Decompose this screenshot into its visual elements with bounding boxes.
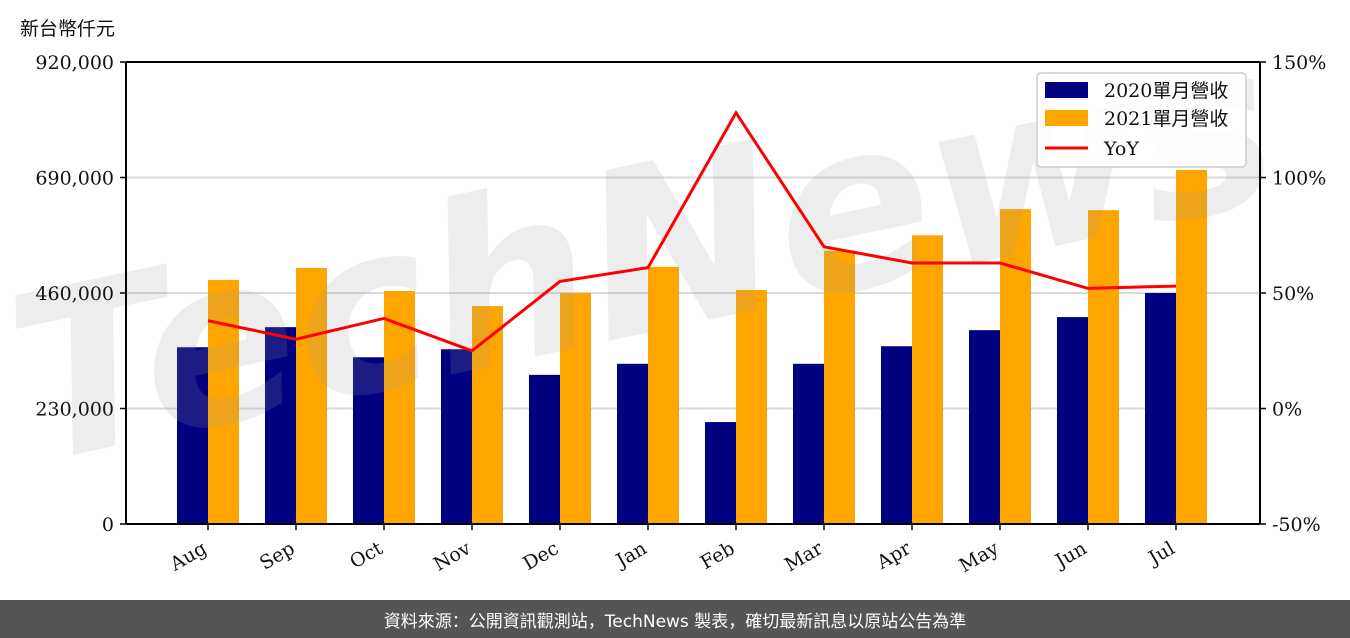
y2-tick-label: 0% bbox=[1272, 399, 1302, 421]
bar-2020 bbox=[793, 363, 824, 524]
footer-source-bar: 資料來源：公開資訊觀測站，TechNews 製表，確切最新訊息以原站公告為準 bbox=[0, 600, 1350, 638]
bar-2021 bbox=[736, 289, 767, 524]
y-tick-label: 230,000 bbox=[35, 399, 114, 421]
bar-2020 bbox=[617, 363, 648, 524]
bar-2020 bbox=[529, 374, 560, 524]
revenue-chart: TechNews0230,000460,000690,000920,000-50… bbox=[0, 0, 1326, 577]
y-tick-label: 690,000 bbox=[35, 168, 114, 190]
bar-2021 bbox=[1088, 210, 1119, 525]
bar-2021 bbox=[560, 293, 591, 524]
y-tick-label: 0 bbox=[102, 514, 114, 536]
x-tick-label: May bbox=[956, 537, 1003, 577]
y-axis-unit-label: 新台幣仟元 bbox=[20, 18, 116, 40]
x-tick-label: Nov bbox=[430, 537, 475, 576]
bar-2020 bbox=[177, 347, 208, 524]
legend-label: 2020單月營收 bbox=[1104, 80, 1228, 102]
y2-tick-label: 150% bbox=[1272, 52, 1326, 74]
bar-2020 bbox=[353, 357, 384, 524]
y-tick-label: 460,000 bbox=[35, 283, 114, 305]
x-tick-label: Mar bbox=[781, 537, 827, 576]
bar-2020 bbox=[881, 346, 912, 524]
bar-2021 bbox=[384, 290, 415, 524]
bar-2020 bbox=[1057, 317, 1088, 524]
x-tick-label: Jan bbox=[611, 537, 651, 573]
yoy-line bbox=[207, 109, 1177, 353]
bar-2020 bbox=[441, 349, 472, 524]
bar-2021 bbox=[648, 266, 679, 524]
x-tick-label: Feb bbox=[697, 537, 739, 574]
legend-label: 2021單月營收 bbox=[1104, 108, 1228, 130]
legend-swatch bbox=[1045, 110, 1088, 126]
y2-tick-label: 50% bbox=[1272, 283, 1314, 305]
x-tick-label: Sep bbox=[256, 537, 299, 574]
x-tick-label: Oct bbox=[346, 537, 387, 573]
bar-2021 bbox=[1000, 209, 1031, 524]
legend-label: YoY bbox=[1103, 138, 1139, 160]
x-tick-label: Jun bbox=[1050, 537, 1091, 573]
x-tick-label: Dec bbox=[519, 537, 562, 575]
x-tick-label: Jul bbox=[1143, 537, 1178, 570]
bar-2021 bbox=[296, 267, 327, 524]
bar-2020 bbox=[1145, 293, 1176, 524]
y2-tick-label: 100% bbox=[1272, 168, 1326, 190]
bar-2021 bbox=[912, 235, 943, 524]
bar-2021 bbox=[472, 306, 503, 524]
bar-2021 bbox=[1176, 169, 1207, 524]
x-tick-label: Apr bbox=[872, 537, 915, 574]
y-tick-label: 920,000 bbox=[35, 52, 114, 74]
bar-2020 bbox=[969, 330, 1000, 524]
bar-2021 bbox=[824, 250, 855, 525]
legend-swatch bbox=[1045, 82, 1088, 98]
legend: 2020單月營收 2021單月營收 YoY bbox=[1036, 72, 1247, 168]
footer-source-text: 資料來源：公開資訊觀測站，TechNews 製表，確切最新訊息以原站公告為準 bbox=[383, 611, 967, 632]
bar-2020 bbox=[705, 422, 736, 524]
y2-tick-label: -50% bbox=[1272, 514, 1321, 536]
x-tick-label: Aug bbox=[166, 537, 211, 576]
bar-2020 bbox=[265, 327, 296, 524]
